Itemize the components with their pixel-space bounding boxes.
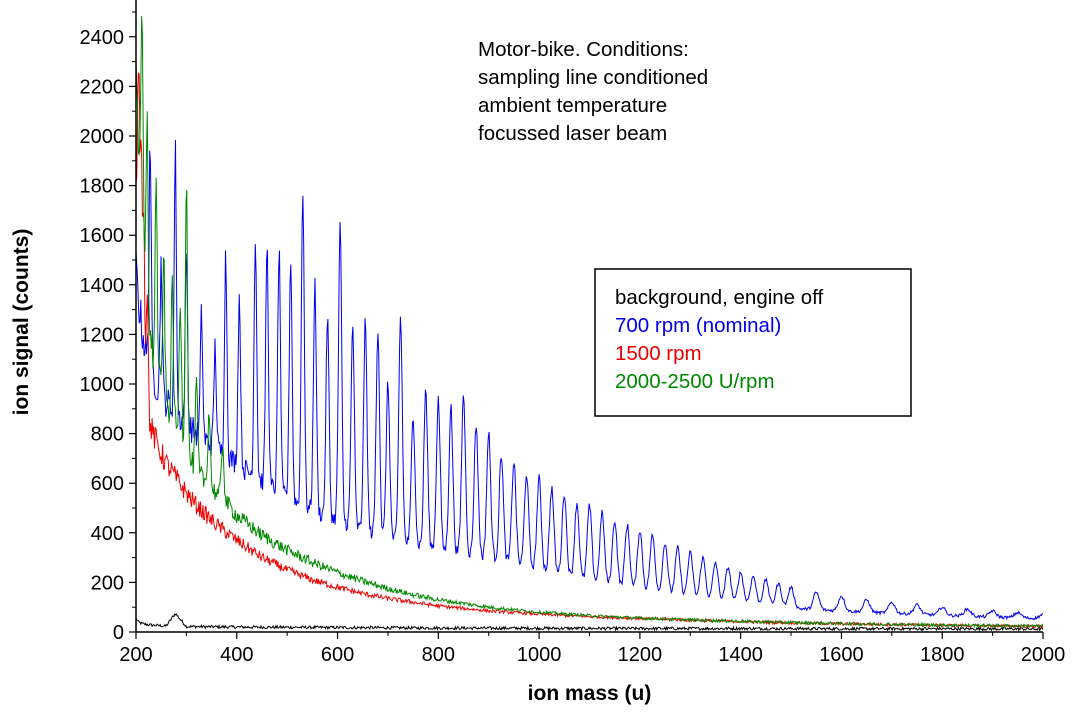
series-line-0 bbox=[136, 613, 1043, 632]
legend-box bbox=[594, 268, 912, 417]
series-line-1 bbox=[136, 140, 1043, 621]
y-tick-label: 1400 bbox=[80, 275, 125, 297]
x-tick-label: 600 bbox=[321, 644, 354, 666]
x-tick-label: 400 bbox=[220, 644, 253, 666]
x-tick-label: 2000 bbox=[1021, 644, 1066, 666]
x-tick-label: 1000 bbox=[517, 644, 562, 666]
y-axis-title: ion signal (counts) bbox=[10, 229, 33, 416]
x-tick-label: 200 bbox=[119, 644, 152, 666]
y-tick-label: 1200 bbox=[80, 324, 125, 346]
y-tick-label: 200 bbox=[91, 572, 124, 594]
y-tick-label: 0 bbox=[113, 622, 124, 644]
x-tick-label: 1200 bbox=[618, 644, 663, 666]
x-tick-label: 800 bbox=[422, 644, 455, 666]
y-tick-label: 400 bbox=[91, 523, 124, 545]
axes-layer bbox=[129, 0, 1044, 639]
legend-entry: background, engine off bbox=[615, 286, 824, 309]
y-tick-label: 800 bbox=[91, 424, 124, 446]
x-axis-title: ion mass (u) bbox=[528, 682, 652, 705]
x-tick-label: 1600 bbox=[819, 644, 864, 666]
annotation-line: Motor-bike. Conditions: bbox=[478, 38, 689, 61]
y-tick-label: 2000 bbox=[80, 126, 125, 148]
y-tick-label: 1600 bbox=[80, 225, 125, 247]
annotation-line: sampling line conditioned bbox=[478, 66, 708, 89]
legend-entry: 1500 rpm bbox=[615, 342, 702, 365]
annotation-line: ambient temperature bbox=[478, 94, 667, 117]
series-layer bbox=[136, 15, 1043, 632]
text-layer: 200 400 600 800 1000 1200 1400 1600 1800 20000200… bbox=[10, 27, 1065, 705]
y-tick-label: 1000 bbox=[80, 374, 125, 396]
y-tick-label: 2400 bbox=[80, 27, 125, 49]
annotation-line: focussed laser beam bbox=[478, 122, 667, 145]
y-tick-label: 2200 bbox=[80, 76, 125, 98]
legend-entry: 700 rpm (nominal) bbox=[615, 314, 781, 337]
legend-entry: 2000-2500 U/rpm bbox=[615, 370, 775, 393]
y-tick-label: 600 bbox=[91, 473, 124, 495]
series-line-3 bbox=[136, 15, 1043, 629]
x-tick-label: 1400 bbox=[718, 644, 763, 666]
y-tick-label: 1800 bbox=[80, 176, 125, 198]
x-tick-label: 1800 bbox=[920, 644, 965, 666]
